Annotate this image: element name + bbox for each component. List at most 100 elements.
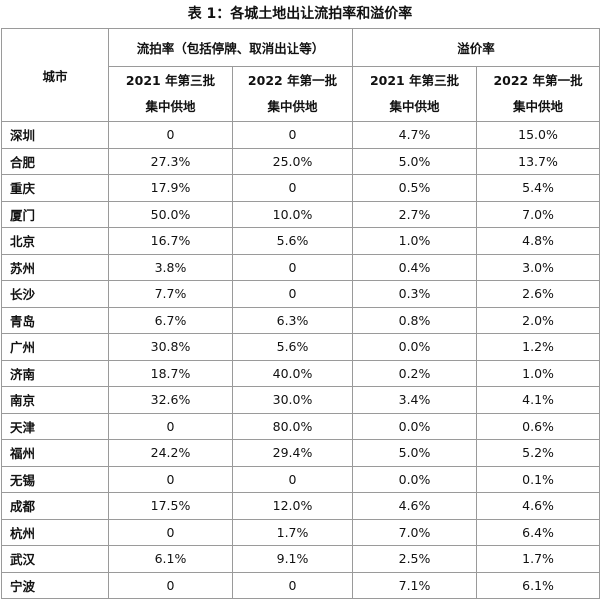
value-cell: 2.0%	[476, 306, 600, 334]
city-cell: 深圳	[1, 121, 109, 149]
value-cell: 6.7%	[108, 306, 233, 334]
value-cell: 7.1%	[352, 571, 478, 599]
value-cell: 13.7%	[476, 147, 600, 175]
header-cell: 溢价率	[352, 28, 600, 67]
value-cell: 5.6%	[231, 333, 354, 361]
table-row: 深圳 0 0 4.7% 15.0%	[1, 121, 600, 149]
value-cell: 0.5%	[352, 174, 478, 202]
value-cell: 0	[231, 571, 354, 599]
header-line: 2022 年第一批	[247, 73, 338, 88]
data-table: 城市 流拍率（包括停牌、取消出让等） 溢价率 2021 年第三批 集中供地 2022…	[1, 28, 600, 599]
value-cell: 6.1%	[108, 545, 233, 573]
value-cell: 0	[231, 121, 354, 149]
header-cell: 2021 年第三批 集中供地	[108, 66, 233, 122]
table-row: 福州 24.2% 29.4% 5.0% 5.2%	[1, 439, 600, 467]
city-cell: 重庆	[1, 174, 109, 202]
header-cell: 流拍率（包括停牌、取消出让等）	[107, 28, 354, 67]
value-cell: 4.6%	[352, 492, 478, 520]
city-cell: 苏州	[1, 253, 109, 281]
value-cell: 25.0%	[231, 147, 354, 175]
city-cell: 青岛	[1, 306, 109, 334]
table-row: 成都 17.5% 12.0% 4.6% 4.6%	[1, 492, 600, 520]
city-cell: 厦门	[1, 200, 109, 228]
value-cell: 80.0%	[231, 412, 354, 440]
value-cell: 0	[231, 174, 354, 202]
value-cell: 2.7%	[352, 200, 478, 228]
value-cell: 4.7%	[352, 121, 478, 149]
value-cell: 7.0%	[476, 200, 600, 228]
value-cell: 17.9%	[108, 174, 233, 202]
value-cell: 0	[231, 465, 354, 493]
value-cell: 0.0%	[352, 333, 478, 361]
table-row: 青岛 6.7% 6.3% 0.8% 2.0%	[1, 306, 600, 334]
value-cell: 16.7%	[108, 227, 233, 255]
value-cell: 0	[231, 280, 354, 308]
header-cell: 2021 年第三批 集中供地	[352, 66, 478, 122]
value-cell: 18.7%	[108, 359, 233, 387]
value-cell: 0.2%	[352, 359, 478, 387]
value-cell: 5.0%	[352, 439, 478, 467]
value-cell: 0.0%	[352, 412, 478, 440]
city-cell: 武汉	[1, 545, 109, 573]
table-body: 深圳 0 0 4.7% 15.0% 合肥 27.3% 25.0% 5.0% 13.7% 重庆 17.9…	[1, 121, 600, 599]
value-cell: 30.0%	[231, 386, 354, 414]
value-cell: 17.5%	[108, 492, 233, 520]
value-cell: 5.6%	[231, 227, 354, 255]
value-cell: 0	[108, 465, 233, 493]
city-cell: 广州	[1, 333, 109, 361]
city-cell: 福州	[1, 439, 109, 467]
value-cell: 15.0%	[476, 121, 600, 149]
table-row: 长沙 7.7% 0 0.3% 2.6%	[1, 280, 600, 308]
value-cell: 30.8%	[108, 333, 233, 361]
city-cell: 北京	[1, 227, 109, 255]
value-cell: 1.7%	[476, 545, 600, 573]
header-line: 集中供地	[389, 99, 440, 114]
value-cell: 3.4%	[352, 386, 478, 414]
value-cell: 9.1%	[231, 545, 354, 573]
header-line: 集中供地	[145, 99, 196, 114]
value-cell: 5.4%	[476, 174, 600, 202]
value-cell: 2.6%	[476, 280, 600, 308]
value-cell: 6.1%	[476, 571, 600, 599]
value-cell: 50.0%	[108, 200, 233, 228]
value-cell: 40.0%	[231, 359, 354, 387]
value-cell: 1.0%	[352, 227, 478, 255]
table-row: 杭州 0 1.7% 7.0% 6.4%	[1, 518, 600, 546]
table-row: 武汉 6.1% 9.1% 2.5% 1.7%	[1, 545, 600, 573]
value-cell: 7.7%	[108, 280, 233, 308]
value-cell: 0.4%	[352, 253, 478, 281]
value-cell: 32.6%	[108, 386, 233, 414]
header-line: 2022 年第一批	[493, 73, 583, 88]
value-cell: 0	[231, 253, 354, 281]
value-cell: 0.6%	[476, 412, 600, 440]
table-row: 苏州 3.8% 0 0.4% 3.0%	[1, 253, 600, 281]
table-row: 无锡 0 0 0.0% 0.1%	[1, 465, 600, 493]
value-cell: 0	[108, 412, 233, 440]
value-cell: 1.2%	[476, 333, 600, 361]
value-cell: 0.1%	[476, 465, 600, 493]
header-line: 2021 年第三批	[369, 73, 460, 88]
header-line: 2021 年第三批	[125, 73, 216, 88]
value-cell: 4.6%	[476, 492, 600, 520]
table-row: 南京 32.6% 30.0% 3.4% 4.1%	[1, 386, 600, 414]
value-cell: 0	[108, 518, 233, 546]
value-cell: 6.3%	[231, 306, 354, 334]
value-cell: 5.2%	[476, 439, 600, 467]
city-cell: 南京	[1, 386, 109, 414]
table-title: 表 1：各城土地出让流拍率和溢价率	[187, 6, 413, 22]
table-row: 天津 0 80.0% 0.0% 0.6%	[1, 412, 600, 440]
table-row: 宁波 0 0 7.1% 6.1%	[1, 571, 600, 599]
table-row: 北京 16.7% 5.6% 1.0% 4.8%	[1, 227, 600, 255]
header-cell: 2022 年第一批 集中供地	[476, 66, 600, 122]
header-row: 城市 流拍率（包括停牌、取消出让等） 溢价率	[1, 28, 600, 122]
value-cell: 3.0%	[476, 253, 600, 281]
city-cell: 天津	[1, 412, 109, 440]
table-row: 重庆 17.9% 0 0.5% 5.4%	[1, 174, 600, 202]
city-cell: 济南	[1, 359, 109, 387]
city-cell: 合肥	[1, 147, 109, 175]
value-cell: 1.7%	[231, 518, 354, 546]
value-cell: 29.4%	[231, 439, 354, 467]
header-line: 集中供地	[267, 99, 318, 114]
city-cell: 成都	[1, 492, 109, 520]
value-cell: 7.0%	[352, 518, 478, 546]
